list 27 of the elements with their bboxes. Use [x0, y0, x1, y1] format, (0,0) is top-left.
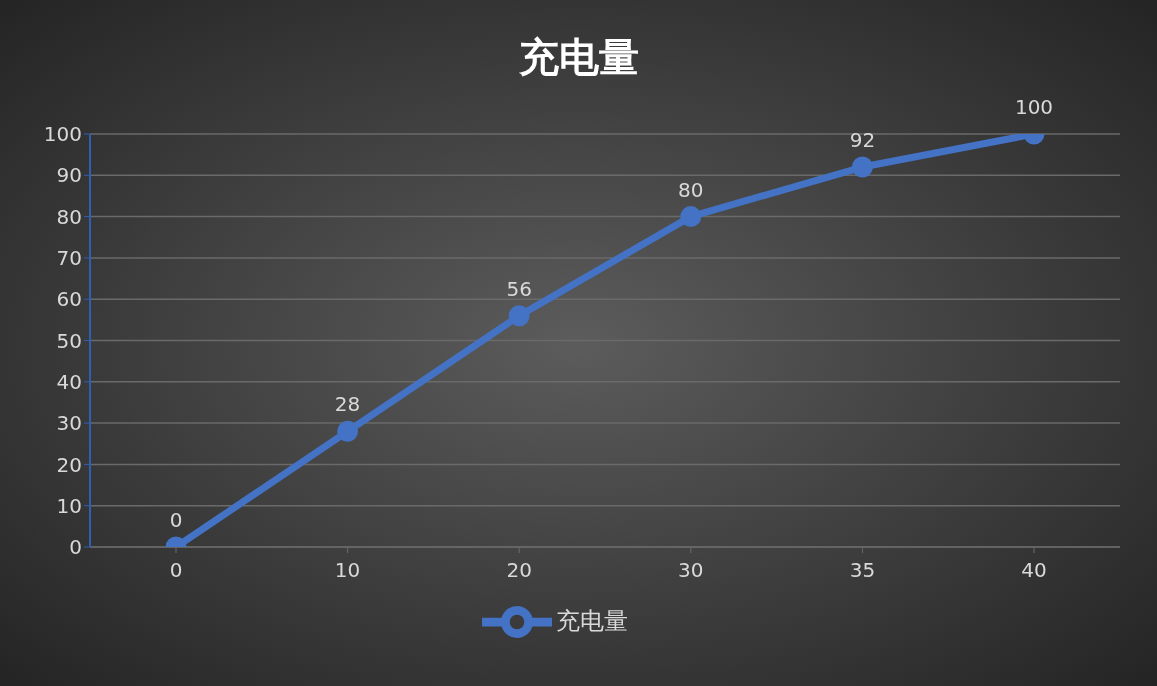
data-label: 92 [849, 128, 876, 153]
x-tick-label: 10 [334, 558, 361, 583]
data-label: 0 [169, 508, 183, 532]
data-label: 28 [334, 392, 361, 417]
x-tick-label: 35 [849, 558, 876, 583]
y-tick-label: 50 [56, 328, 82, 353]
y-tick-label: 100 [43, 122, 82, 147]
point [508, 305, 530, 327]
chart-title: 充电量 [517, 33, 640, 82]
data-label: 80 [678, 177, 704, 202]
legend-label: 充电量 [556, 607, 628, 635]
data-label: 100 [1014, 95, 1054, 119]
y-tick-label: 40 [56, 369, 82, 394]
y-tick-label: 10 [56, 493, 82, 518]
x-tick-label: 0 [169, 558, 183, 583]
y-tick-label: 80 [56, 204, 82, 229]
x-tick-label: 40 [1021, 558, 1047, 583]
x-tick-label: 20 [506, 558, 532, 583]
y-tick-label: 70 [56, 246, 82, 270]
point [680, 206, 702, 228]
data-label: 56 [506, 276, 532, 301]
y-tick-label: 90 [56, 163, 82, 188]
y-tick-label: 30 [56, 411, 82, 436]
y-tick-label: 0 [69, 535, 82, 560]
y-tick-label: 60 [56, 287, 82, 312]
x-tick-label: 30 [678, 558, 704, 583]
y-tick-label: 20 [56, 452, 82, 477]
